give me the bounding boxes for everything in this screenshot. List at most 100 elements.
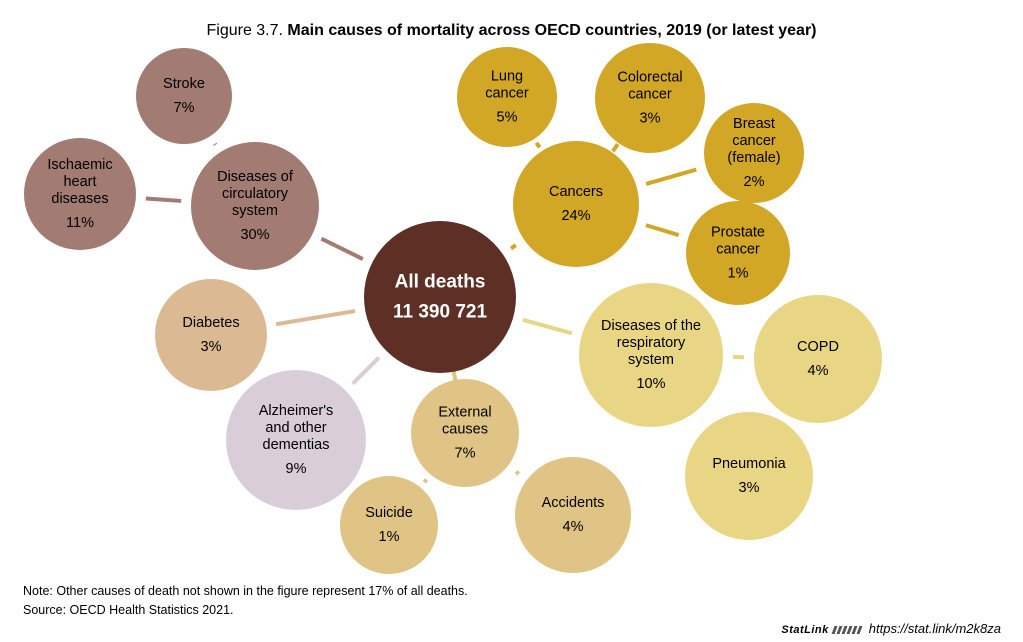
bubble-alzheimers-text-1: and other [265, 420, 326, 436]
bubble-accidents: Accidents 4% [515, 457, 631, 573]
bubble-colorectal-circle [595, 43, 705, 153]
bubble-respiratory-text-2: system [628, 352, 674, 368]
bubble-prostate-text-1: cancer [716, 242, 760, 258]
bubble-root-text-0: All deaths [395, 272, 486, 293]
bubble-ischaemic-text-0: Ischaemic [47, 157, 112, 173]
footnote: Note: Other causes of death not shown in… [23, 584, 468, 598]
bubble-stroke-text-1: 7% [174, 100, 195, 116]
bubble-prostate-text-2: 1% [728, 266, 749, 282]
bubble-circulatory-text-2: system [232, 203, 278, 219]
bubbles: All deaths 11 390 721 Diseases ofcirculato… [24, 43, 882, 574]
bubble-ischaemic-text-2: diseases [51, 191, 108, 207]
connector-cancers-colorectal [611, 142, 620, 153]
bubble-accidents-text-1: 4% [563, 519, 584, 535]
bubble-copd: COPD 4% [754, 295, 882, 423]
connector-root-external [451, 369, 458, 382]
bubble-ischaemic-circle [24, 138, 136, 250]
bubble-stroke: Stroke 7% [136, 48, 232, 144]
bubble-external-circle [411, 379, 519, 487]
connector-circulatory-stroke [213, 142, 218, 146]
bubble-lung-text-1: cancer [485, 86, 529, 102]
bubble-respiratory-text-0: Diseases of the [601, 318, 701, 334]
connector-root-respiratory [522, 317, 573, 336]
bubble-circulatory-text-3: 30% [240, 227, 269, 243]
bubble-diabetes-text-0: Diabetes [182, 315, 239, 331]
bubble-pneumonia-text-1: 3% [739, 480, 760, 496]
bubble-alzheimers-text-2: dementias [263, 437, 330, 453]
bubble-diabetes-circle [155, 279, 267, 391]
bubble-breast-text-3: 2% [744, 174, 765, 190]
bubble-cancers-text-0: Cancers [549, 184, 603, 200]
bubble-pneumonia-text-0: Pneumonia [712, 456, 786, 472]
bubble-lung-circle [457, 47, 557, 147]
bubble-ischaemic-text-1: heart [63, 174, 96, 190]
connector-cancers-prostate [645, 223, 680, 237]
bubble-ischaemic-text-3: 11% [66, 215, 94, 231]
connector-root-diabetes [275, 309, 356, 327]
bubble-stroke-circle [136, 48, 232, 144]
bubble-external-text-0: External [438, 405, 491, 421]
bubble-circulatory-circle [191, 142, 319, 270]
bubble-external-text-1: causes [442, 422, 488, 438]
bubble-cancers: Cancers 24% [513, 141, 639, 267]
bubble-breast-text-2: (female) [727, 150, 780, 166]
bubble-prostate-circle [686, 201, 790, 305]
bubble-alzheimers-text-0: Alzheimer's [259, 403, 333, 419]
bubble-root: All deaths 11 390 721 [364, 221, 516, 373]
figure-title: Figure 3.7. Main causes of mortality acr… [0, 22, 1023, 40]
source-note: Source: OECD Health Statistics 2021. [23, 603, 234, 617]
bubble-circulatory-text-0: Diseases of [217, 169, 294, 185]
statlink[interactable]: StatLink https://stat.link/m2k8za [781, 621, 1001, 636]
connector-external-accidents [514, 470, 521, 476]
bubble-external-text-2: 7% [455, 446, 476, 462]
figure-heading: Main causes of mortality across OECD cou… [287, 22, 817, 39]
connector-root-circulatory [320, 236, 364, 261]
bubble-prostate-text-0: Prostate [711, 225, 765, 241]
bubble-lung-text-2: 5% [497, 110, 518, 126]
bubble-root-text-1: 11 390 721 [393, 302, 487, 323]
bubble-pneumonia-circle [685, 412, 813, 540]
bubble-diabetes-text-1: 3% [201, 339, 222, 355]
bubble-suicide-text-1: 1% [379, 529, 400, 545]
connector-external-suicide [422, 478, 429, 484]
bubble-alzheimers-circle [226, 370, 366, 510]
bubble-colorectal-text-2: 3% [640, 111, 661, 127]
bubble-breast-text-1: cancer [732, 133, 776, 149]
bubble-copd-text-0: COPD [797, 339, 839, 355]
bubble-copd-text-1: 4% [808, 363, 829, 379]
bubble-accidents-circle [515, 457, 631, 573]
bubble-alzheimers-text-3: 9% [286, 461, 307, 477]
bubble-colorectal-text-0: Colorectal [617, 70, 682, 86]
bubble-circulatory-text-1: circulatory [222, 186, 289, 202]
bubble-suicide-circle [340, 476, 438, 574]
bubble-accidents-text-0: Accidents [542, 495, 605, 511]
bubble-diabetes: Diabetes 3% [155, 279, 267, 391]
bubble-colorectal-text-1: cancer [628, 87, 672, 103]
connector-root-cancers [509, 243, 517, 251]
bubble-respiratory-text-1: respiratory [617, 335, 686, 351]
bubble-stroke-text-0: Stroke [163, 76, 205, 92]
bubble-cancers-text-1: 24% [561, 208, 590, 224]
bubble-suicide: Suicide 1% [340, 476, 438, 574]
bubble-breast-text-0: Breast [733, 116, 775, 132]
connector-root-alzheimers [351, 356, 381, 386]
connector-cancers-breast [645, 167, 697, 186]
figure-number: Figure 3.7. [206, 22, 283, 39]
connector-cancers-lung [534, 141, 542, 149]
statlink-brand: StatLink [781, 624, 829, 636]
bubble-suicide-text-0: Suicide [365, 505, 413, 521]
statlink-url[interactable]: https://stat.link/m2k8za [868, 621, 1001, 636]
bubble-copd-circle [754, 295, 882, 423]
bubble-breast-circle [704, 103, 804, 203]
bubble-cancers-circle [513, 141, 639, 267]
